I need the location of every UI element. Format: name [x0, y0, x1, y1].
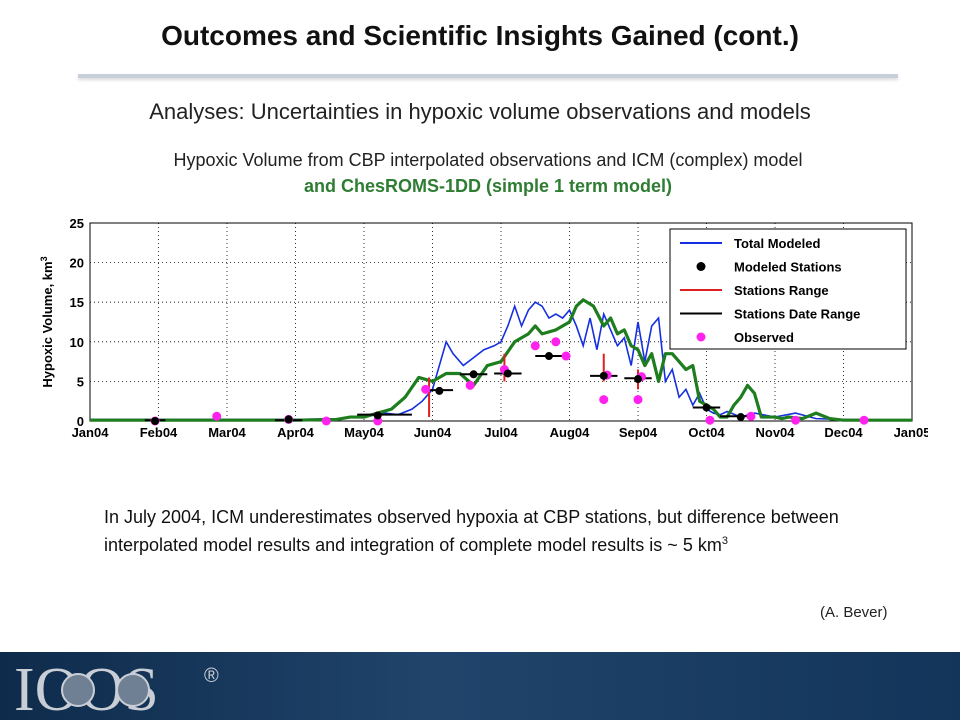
ioos-logo: IOOS ®	[14, 656, 219, 718]
x-tick-label: Apr04	[277, 425, 315, 440]
observed-point	[791, 415, 801, 425]
observed-point	[321, 416, 331, 426]
globe-icon-2	[116, 673, 150, 707]
observed-point	[530, 341, 540, 351]
x-tick-label: Jun04	[414, 425, 452, 440]
hypoxic-volume-chart: Jan04 Feb04 Mar04 Apr04 May04 Jun04 Jul04 Aug04…	[39, 216, 928, 440]
credit: (A. Bever)	[820, 604, 888, 621]
legend-swatch-observed	[696, 332, 706, 342]
legend-label: Total Modeled	[734, 236, 820, 251]
chart-caption-line2: and ChesROMS-1DD (simple 1 term model)	[303, 176, 673, 196]
x-tick-label: Feb04	[140, 425, 178, 440]
y-tick-label: 25	[70, 216, 84, 231]
series-line-total-modeled	[90, 301, 913, 422]
y-tick-label: 10	[70, 335, 84, 350]
modeled-station-point	[736, 413, 745, 422]
y-tick-label: 5	[77, 374, 84, 389]
legend-label: Modeled Stations	[734, 260, 842, 275]
observed-point	[551, 337, 561, 347]
observed-point	[633, 395, 643, 405]
y-tick-label: 0	[77, 414, 84, 429]
legend-label: Stations Range	[734, 283, 829, 298]
observed-point	[599, 395, 609, 405]
legend-label: Stations Date Range	[734, 307, 860, 322]
title-divider	[78, 74, 898, 78]
y-axis-label-superscript: 3	[39, 256, 49, 261]
y-tick-label: 15	[70, 295, 84, 310]
observed-point	[859, 415, 869, 425]
x-tick-label: Oct04	[688, 425, 725, 440]
registered-mark-icon: ®	[204, 665, 219, 687]
observed-point	[705, 415, 715, 425]
body-text-superscript: 3	[721, 535, 728, 547]
observed-point	[421, 384, 431, 394]
x-tick-label: Jan04	[72, 425, 110, 440]
observed-point	[465, 380, 475, 390]
legend-swatch-modeled-stations	[696, 262, 706, 271]
x-tick-label: May04	[344, 425, 385, 440]
x-tick-label: Aug04	[550, 425, 591, 440]
y-tick-label: 20	[70, 256, 84, 271]
globe-icon	[61, 673, 95, 707]
chart-caption-line1: Hypoxic Volume from CBP interpolated obs…	[173, 150, 803, 170]
modeled-station-point	[599, 371, 608, 380]
observed-point	[212, 411, 222, 421]
modeled-station-point	[151, 417, 160, 425]
footer-bar: IOOS ®	[0, 652, 960, 720]
observed-point	[746, 411, 756, 421]
x-tick-label: Jan05	[894, 425, 928, 440]
body-text: In July 2004, ICM underestimates observe…	[104, 505, 884, 557]
modeled-station-point	[634, 375, 642, 384]
y-axis-label-text: Hypoxic Volume, km	[40, 261, 55, 387]
modeled-station-point	[469, 370, 478, 379]
series-line-chesroms	[90, 298, 912, 422]
x-tick-label: Nov04	[755, 425, 795, 440]
modeled-station-point	[702, 403, 711, 412]
observed-point	[561, 351, 571, 361]
y-axis-label: Hypoxic Volume, km3	[39, 256, 55, 387]
body-text-main: In July 2004, ICM underestimates observe…	[104, 507, 839, 555]
modeled-station-point	[435, 386, 444, 395]
x-tick-label: Mar04	[208, 425, 246, 440]
modeled-station-point	[544, 352, 553, 361]
x-tick-label: Jul04	[484, 425, 518, 440]
slide-title: Outcomes and Scientific Insights Gained …	[161, 20, 799, 51]
slide-subtitle: Analyses: Uncertainties in hypoxic volum…	[149, 99, 811, 124]
x-tick-label: Sep04	[619, 425, 658, 440]
x-tick-label: Dec04	[824, 425, 863, 440]
legend-label: Observed	[734, 330, 794, 345]
modeled-station-point	[373, 411, 382, 420]
modeled-station-point	[284, 415, 293, 424]
modeled-station-point	[503, 369, 512, 378]
